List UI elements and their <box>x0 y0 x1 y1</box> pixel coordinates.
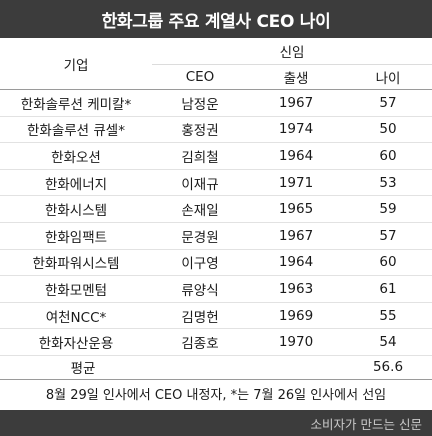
company-cell: 한화자산운용 <box>0 328 152 356</box>
header-age: 나이 <box>344 64 432 90</box>
header-birth: 출생 <box>248 64 344 90</box>
age-cell: 55 <box>344 302 432 330</box>
table-row: 한화임팩트 문경원 1967 57 <box>0 222 432 250</box>
header-row-1: 기업 신임 <box>0 38 432 90</box>
age-cell: 60 <box>344 249 432 277</box>
birth-cell: 1967 <box>248 89 344 117</box>
birth-cell: 1964 <box>248 142 344 170</box>
table-row: 한화시스템 손재일 1965 59 <box>0 195 432 223</box>
header-company: 기업 <box>0 38 152 90</box>
ceo-cell: 김희철 <box>152 142 248 170</box>
ceo-age-table: 기업 신임 CEO 출생 나이 한화솔루션 케미칼* 남정운 1967 57 한… <box>0 38 432 380</box>
company-cell: 한화오션 <box>0 142 152 170</box>
table-row: 한화솔루션 케미칼* 남정운 1967 57 <box>0 89 432 117</box>
birth-cell: 1970 <box>248 328 344 356</box>
company-cell: 한화모멘텀 <box>0 275 152 303</box>
ceo-cell: 김명헌 <box>152 302 248 330</box>
age-cell: 57 <box>344 222 432 250</box>
birth-cell: 1965 <box>248 195 344 223</box>
average-label: 평균 <box>0 355 152 380</box>
company-cell: 한화솔루션 케미칼* <box>0 89 152 117</box>
age-cell: 61 <box>344 275 432 303</box>
empty-cell <box>248 355 344 380</box>
table-row: 한화파워시스템 이구영 1964 60 <box>0 249 432 277</box>
age-cell: 57 <box>344 89 432 117</box>
average-row: 평균 56.6 <box>0 355 432 380</box>
company-cell: 한화에너지 <box>0 169 152 197</box>
table-row: 한화오션 김희철 1964 60 <box>0 142 432 170</box>
company-cell: 여천NCC* <box>0 302 152 330</box>
birth-cell: 1964 <box>248 249 344 277</box>
header-row-2: CEO 출생 나이 <box>0 64 432 90</box>
table-row: 한화솔루션 큐셀* 홍정권 1974 50 <box>0 116 432 144</box>
birth-cell: 1967 <box>248 222 344 250</box>
company-cell: 한화임팩트 <box>0 222 152 250</box>
birth-cell: 1974 <box>248 116 344 144</box>
ceo-cell: 이구영 <box>152 249 248 277</box>
ceo-cell: 이재규 <box>152 169 248 197</box>
company-cell: 한화시스템 <box>0 195 152 223</box>
age-cell: 50 <box>344 116 432 144</box>
age-cell: 53 <box>344 169 432 197</box>
ceo-cell: 문경원 <box>152 222 248 250</box>
average-value: 56.6 <box>344 355 432 380</box>
birth-cell: 1963 <box>248 275 344 303</box>
table-row: 한화모멘텀 류양식 1963 61 <box>0 275 432 303</box>
company-cell: 한화파워시스템 <box>0 249 152 277</box>
ceo-cell: 홍정권 <box>152 116 248 144</box>
table-row: 여천NCC* 김명헌 1969 55 <box>0 302 432 330</box>
empty-cell <box>152 355 248 380</box>
birth-cell: 1971 <box>248 169 344 197</box>
table-row: 한화자산운용 김종호 1970 54 <box>0 328 432 356</box>
table-title: 한화그룹 주요 계열사 CEO 나이 <box>0 0 432 38</box>
footnote: 8월 29일 인사에서 CEO 내정자, *는 7월 26일 인사에서 선임 <box>45 388 387 403</box>
ceo-cell: 김종호 <box>152 328 248 356</box>
age-cell: 54 <box>344 328 432 356</box>
age-cell: 60 <box>344 142 432 170</box>
age-cell: 59 <box>344 195 432 223</box>
company-cell: 한화솔루션 큐셀* <box>0 116 152 144</box>
ceo-cell: 류양식 <box>152 275 248 303</box>
ceo-cell: 남정운 <box>152 89 248 117</box>
header-new-appointment: 신임 <box>152 38 432 65</box>
table-row: 한화에너지 이재규 1971 53 <box>0 169 432 197</box>
publisher-footer: 소비자가 만드는 신문 <box>0 410 432 436</box>
birth-cell: 1969 <box>248 302 344 330</box>
ceo-cell: 손재일 <box>152 195 248 223</box>
header-ceo: CEO <box>152 64 248 90</box>
